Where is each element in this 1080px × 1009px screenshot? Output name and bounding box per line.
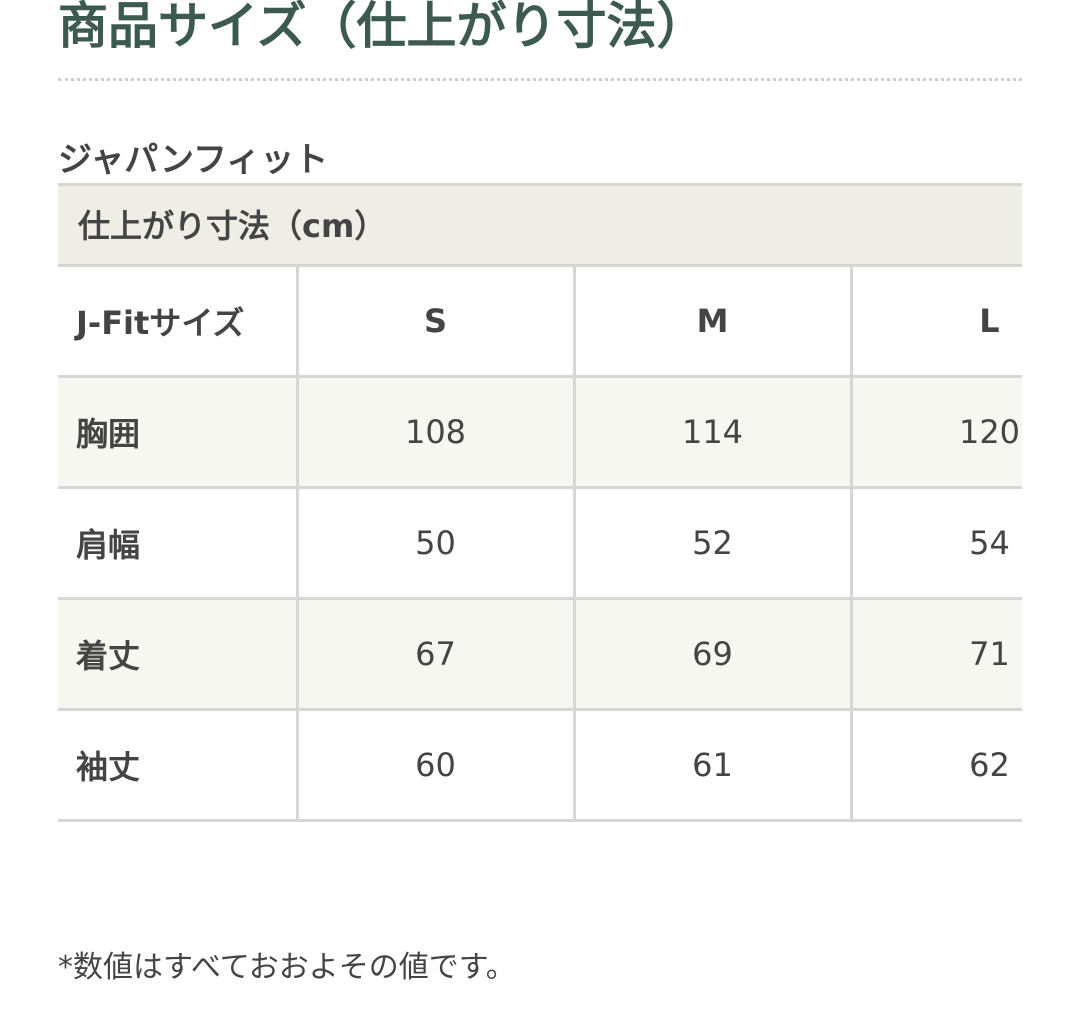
header-cell: S <box>297 267 576 378</box>
row-label: 肩幅 <box>58 487 299 600</box>
header-cell: J-Fitサイズ <box>58 267 299 378</box>
footnote: *数値はすべておおよその値です。 <box>58 950 516 985</box>
table-caption: 仕上がり寸法（cm） <box>58 183 1022 267</box>
table-cell: 54 <box>851 487 1022 600</box>
table-row: 着丈 67 69 71 <box>58 598 1022 711</box>
table-cell: 71 <box>851 598 1022 711</box>
row-label: 胸囲 <box>58 376 299 489</box>
row-label: 袖丈 <box>58 709 299 822</box>
table-row: 肩幅 50 52 54 <box>58 487 1022 600</box>
table-cell: 60 <box>297 709 576 822</box>
table-cell: 69 <box>574 598 853 711</box>
table-cell: 67 <box>297 598 576 711</box>
table-cell: 52 <box>574 487 853 600</box>
table-header-row: J-Fitサイズ S M L <box>58 267 1022 378</box>
table-cell: 50 <box>297 487 576 600</box>
table-cell: 62 <box>851 709 1022 822</box>
header-cell: L <box>851 267 1022 378</box>
table-cell: 108 <box>297 376 576 489</box>
size-table: J-Fitサイズ S M L 胸囲 108 114 120 肩幅 50 52 5… <box>58 267 1022 822</box>
size-table-container: 仕上がり寸法（cm） J-Fitサイズ S M L 胸囲 108 114 120… <box>58 183 1022 823</box>
dotted-divider <box>58 78 1022 81</box>
table-cell: 61 <box>574 709 853 822</box>
table-cell: 114 <box>574 376 853 489</box>
header-cell: M <box>574 267 853 378</box>
table-row: 胸囲 108 114 120 <box>58 376 1022 489</box>
fit-type-heading: ジャパンフィット <box>58 140 329 180</box>
table-row: 袖丈 60 61 62 <box>58 709 1022 822</box>
row-label: 着丈 <box>58 598 299 711</box>
table-cell: 120 <box>851 376 1022 489</box>
page-title: 商品サイズ（仕上がり寸法） <box>58 0 707 55</box>
